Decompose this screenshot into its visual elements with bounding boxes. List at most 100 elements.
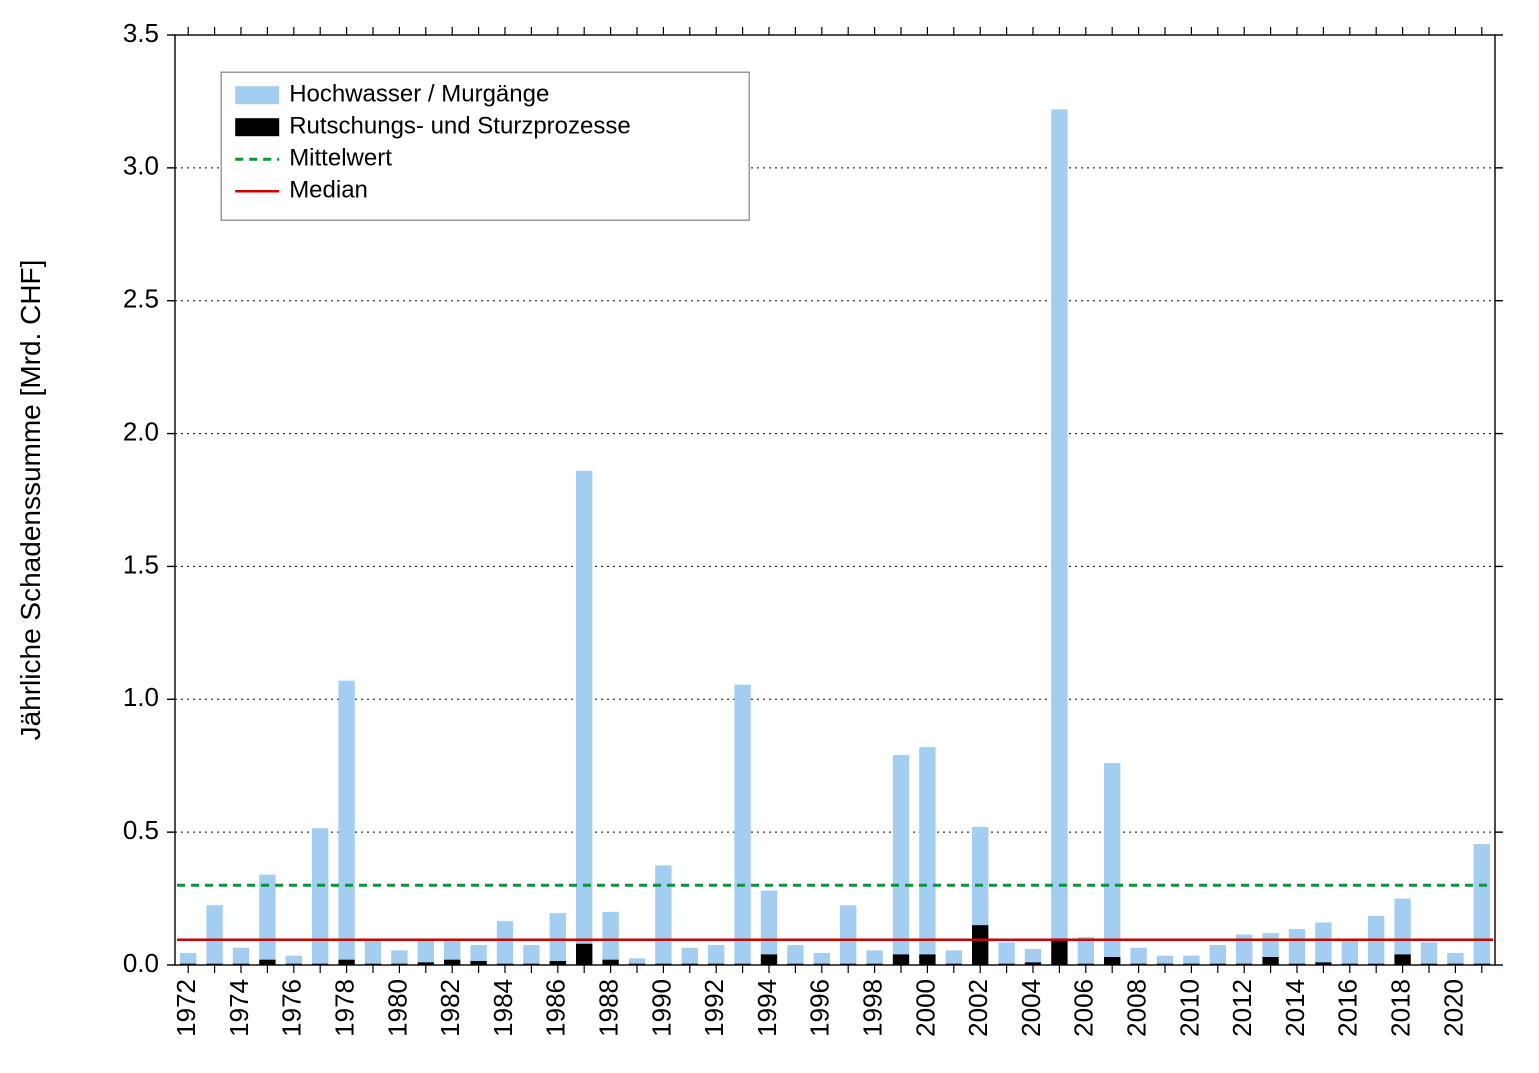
bar-hochwasser: [629, 958, 645, 963]
bar-hochwasser: [1157, 956, 1173, 964]
bar-rutschung: [286, 964, 302, 965]
bar-rutschung: [840, 964, 856, 965]
bar-rutschung: [1078, 964, 1094, 965]
bar-rutschung: [1368, 964, 1384, 965]
bar-hochwasser: [734, 685, 750, 964]
x-tick-label: 2008: [1121, 979, 1151, 1037]
x-tick-label: 1974: [224, 979, 254, 1037]
bar-rutschung: [444, 960, 460, 965]
bar-hochwasser: [655, 865, 671, 963]
bar-rutschung: [1210, 964, 1226, 965]
y-tick-label: 0.0: [123, 948, 159, 978]
bar-rutschung: [1289, 964, 1305, 965]
x-tick-label: 1972: [171, 979, 201, 1037]
bar-hochwasser: [470, 945, 486, 961]
bar-rutschung: [682, 964, 698, 965]
bar-hochwasser: [391, 950, 407, 963]
y-tick-label: 1.5: [123, 549, 159, 579]
bar-hochwasser: [1262, 933, 1278, 957]
bar-hochwasser: [1447, 953, 1463, 964]
y-tick-label: 3.5: [123, 18, 159, 48]
bar-hochwasser: [1342, 940, 1358, 964]
x-tick-label: 2010: [1174, 979, 1204, 1037]
bar-rutschung: [629, 964, 645, 965]
bar-rutschung: [1025, 962, 1041, 965]
bar-hochwasser: [1130, 948, 1146, 964]
x-tick-label: 1984: [488, 979, 518, 1037]
bar-hochwasser: [1289, 929, 1305, 964]
bar-rutschung: [470, 961, 486, 965]
bar-hochwasser: [365, 940, 381, 964]
y-tick-label: 2.0: [123, 416, 159, 446]
bar-hochwasser: [602, 912, 618, 960]
bar-rutschung: [338, 960, 354, 965]
bar-hochwasser: [972, 827, 988, 925]
legend-label: Mittelwert: [289, 145, 392, 172]
legend-swatch: [235, 118, 279, 136]
y-tick-label: 2.5: [123, 284, 159, 314]
bar-rutschung: [1474, 964, 1490, 965]
legend-label: Hochwasser / Murgänge: [289, 81, 549, 108]
x-tick-label: 1982: [435, 979, 465, 1037]
bar-hochwasser: [550, 913, 566, 961]
legend: Hochwasser / MurgängeRutschungs- und Stu…: [221, 72, 749, 220]
bar-hochwasser: [708, 945, 724, 964]
x-tick-label: 1978: [329, 979, 359, 1037]
bar-rutschung: [1183, 964, 1199, 965]
bar-hochwasser: [312, 828, 328, 964]
bar-hochwasser: [893, 755, 909, 954]
bar-hochwasser: [840, 905, 856, 963]
bar-rutschung: [814, 964, 830, 965]
bar-rutschung: [1315, 962, 1331, 965]
bar-rutschung: [708, 964, 724, 965]
x-tick-label: 1988: [593, 979, 623, 1037]
x-tick-label: 2020: [1438, 979, 1468, 1037]
bar-rutschung: [1262, 957, 1278, 965]
y-tick-label: 0.5: [123, 815, 159, 845]
bar-hochwasser: [919, 747, 935, 954]
bar-hochwasser: [444, 941, 460, 960]
bar-hochwasser: [576, 471, 592, 944]
bar-rutschung: [734, 964, 750, 965]
bar-rutschung: [787, 964, 803, 965]
bar-rutschung: [206, 964, 222, 965]
chart-container: 0.00.51.01.52.02.53.03.5Jährliche Schade…: [0, 0, 1539, 1073]
bar-rutschung: [576, 944, 592, 965]
bar-rutschung: [1447, 964, 1463, 965]
bar-rutschung: [893, 954, 909, 965]
x-tick-label: 1994: [752, 979, 782, 1037]
bar-hochwasser: [682, 948, 698, 964]
bar-hochwasser: [1025, 949, 1041, 962]
bar-rutschung: [1130, 964, 1146, 965]
x-tick-label: 1996: [805, 979, 835, 1037]
bar-hochwasser: [497, 921, 513, 964]
bar-rutschung: [312, 964, 328, 965]
bar-rutschung: [259, 960, 275, 965]
bar-rutschung: [1342, 964, 1358, 965]
bar-rutschung: [998, 964, 1014, 965]
bar-hochwasser: [1183, 956, 1199, 964]
bar-rutschung: [655, 964, 671, 965]
bar-rutschung: [919, 954, 935, 965]
bar-hochwasser: [1078, 937, 1094, 964]
bar-hochwasser: [418, 938, 434, 962]
y-axis-label: Jährliche Schadenssumme [Mrd. CHF]: [15, 260, 46, 741]
bar-hochwasser: [1421, 942, 1437, 963]
bar-hochwasser: [787, 945, 803, 964]
bar-rutschung: [418, 962, 434, 965]
x-tick-label: 1986: [541, 979, 571, 1037]
legend-label: Median: [289, 177, 368, 204]
legend-swatch: [235, 86, 279, 104]
bar-hochwasser: [1210, 945, 1226, 964]
bar-hochwasser: [814, 953, 830, 964]
bar-rutschung: [946, 964, 962, 965]
bar-hochwasser: [259, 875, 275, 960]
bar-hochwasser: [1315, 922, 1331, 962]
bar-rutschung: [550, 961, 566, 965]
bar-hochwasser: [1474, 844, 1490, 964]
x-tick-label: 1976: [277, 979, 307, 1037]
x-tick-label: 2004: [1016, 979, 1046, 1037]
bar-hochwasser: [206, 905, 222, 963]
x-tick-label: 2006: [1069, 979, 1099, 1037]
bar-hochwasser: [180, 953, 196, 964]
